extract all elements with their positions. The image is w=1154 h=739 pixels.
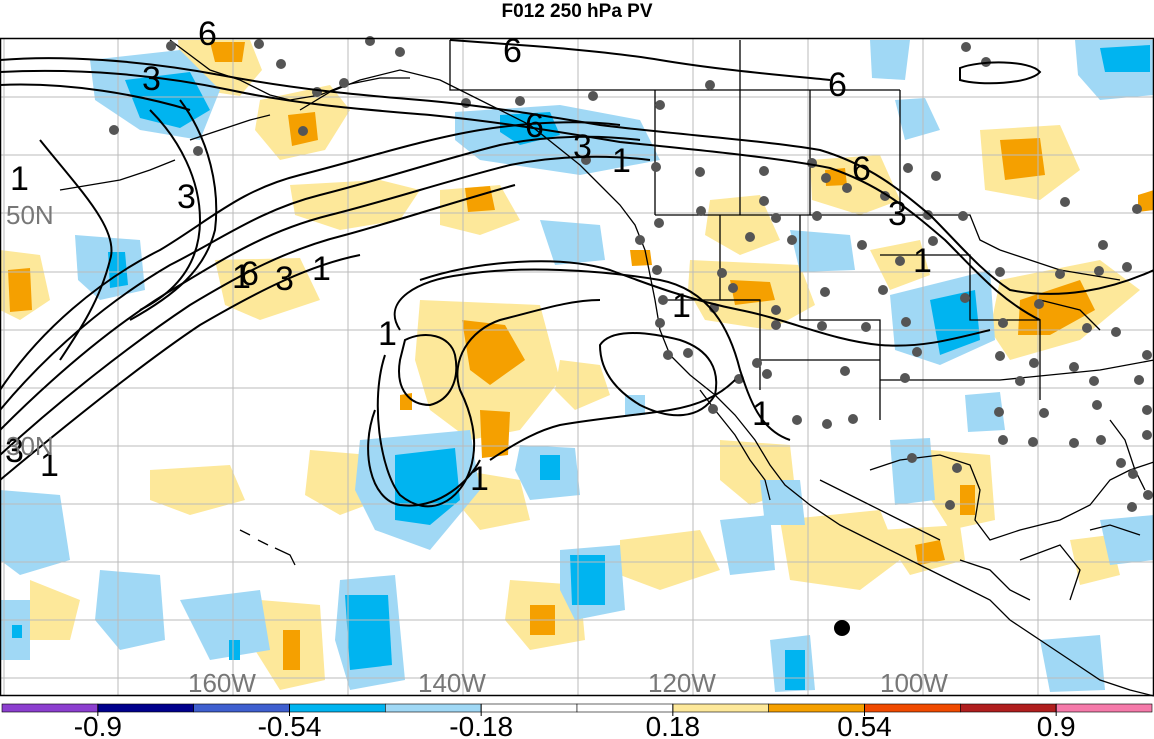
contour-label: 3 — [573, 128, 592, 166]
contour-label: 3 — [888, 195, 907, 233]
highlight-station-dot — [834, 620, 850, 636]
contour-label: 1 — [913, 242, 932, 280]
lat-label-50n: 50N — [6, 200, 54, 230]
colorbar-tick-label: 0.54 — [837, 711, 892, 739]
lon-label-140w: 140W — [418, 668, 486, 698]
contour-label: 1 — [232, 258, 251, 296]
pv-contours — [0, 39, 1154, 508]
pv-shading — [0, 40, 1154, 692]
lat-label-30n: 30N — [6, 431, 54, 461]
contour-label: 1 — [10, 160, 29, 198]
map-title: F012 250 hPa PV — [501, 1, 653, 22]
colorbar: -0.9 -0.54 -0.18 0.18 0.54 0.9 — [1, 703, 1153, 739]
contour-label: 1 — [312, 250, 331, 288]
contour-labels: 6 3 1 6 3 1 6 3 1 6 3 1 1 1 1 1 6 3 1 3 … — [5, 15, 932, 498]
contour-label: 6 — [240, 255, 259, 293]
contour-label: 3 — [142, 60, 161, 98]
contour-label: 6 — [503, 32, 522, 70]
colorbar-tick-label: -0.54 — [258, 711, 322, 739]
contour-label: 1 — [672, 287, 691, 325]
contour-label: 1 — [40, 446, 59, 484]
contour-label: 6 — [828, 66, 847, 104]
contour-label: 3 — [177, 178, 196, 216]
contour-label: 1 — [752, 395, 771, 433]
contour-label: 6 — [852, 150, 871, 188]
colorbar-tick-label: -0.18 — [449, 711, 513, 739]
contour-label: 1 — [470, 460, 489, 498]
colorbar-tick-label: 0.9 — [1037, 711, 1076, 739]
contour-label: 3 — [275, 260, 294, 298]
lon-label-120w: 120W — [648, 668, 716, 698]
contour-label: 6 — [525, 107, 544, 145]
coastlines — [59, 39, 1154, 697]
lat-lon-grid — [0, 38, 1154, 696]
contour-label: 6 — [198, 15, 217, 53]
contour-label: 1 — [378, 315, 397, 353]
contour-label: 1 — [612, 142, 631, 180]
station-dots — [109, 36, 1153, 512]
colorbar-tick-label: 0.18 — [646, 711, 701, 739]
colorbar-tick-label: -0.9 — [74, 711, 122, 739]
lon-label-100w: 100W — [880, 668, 948, 698]
lon-label-160w: 160W — [188, 668, 256, 698]
contour-label: 3 — [5, 432, 24, 470]
